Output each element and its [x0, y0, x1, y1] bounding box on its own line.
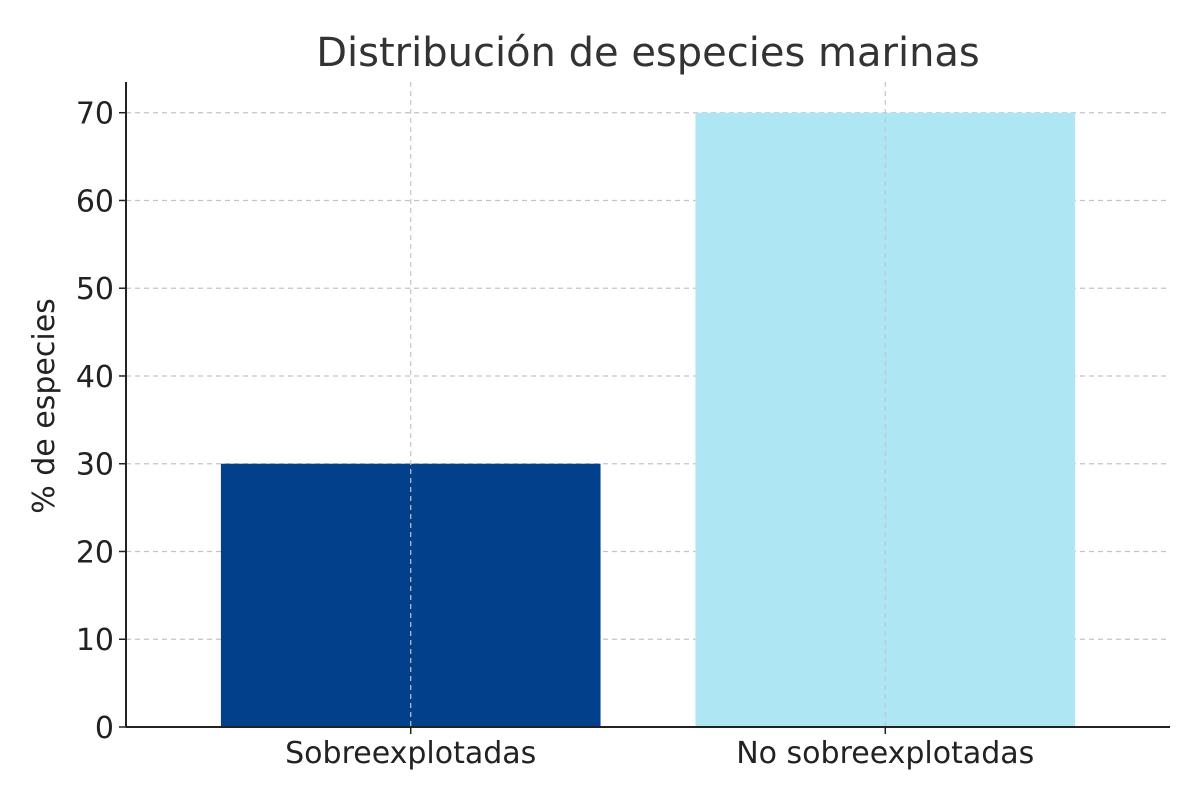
- axis-layer: [125, 82, 1170, 728]
- y-tick-label-0: 0: [95, 711, 114, 746]
- y-tick-label-2: 20: [76, 535, 114, 570]
- y-tick-label-5: 50: [76, 272, 114, 307]
- chart-title: Distribución de especies marinas: [316, 30, 980, 76]
- x-tick-label-1: No sobreexplotadas: [736, 736, 1034, 771]
- x-tick-label-0: Sobreexplotadas: [285, 736, 536, 771]
- y-tick-label-4: 40: [76, 360, 114, 395]
- x-tick-layer: Sobreexplotadas No sobreexplotadas: [285, 727, 1034, 771]
- y-tick-label-6: 60: [76, 184, 114, 219]
- y-tick-label-7: 70: [76, 97, 114, 132]
- y-tick-label-3: 30: [76, 448, 114, 483]
- bar-layer: [220, 82, 1076, 727]
- y-axis-label: % de especies: [27, 298, 62, 514]
- y-tick-layer: 0 10 20 30 40 50 60 70: [76, 97, 126, 746]
- y-tick-label-1: 10: [76, 623, 114, 658]
